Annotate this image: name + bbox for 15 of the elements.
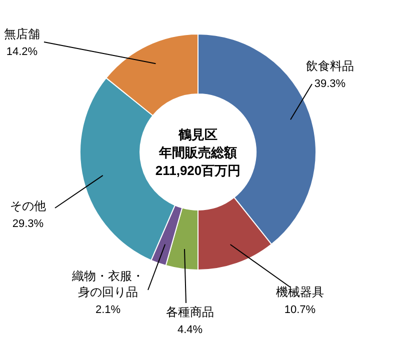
data-label: 10.7% — [284, 304, 316, 316]
text: 年間販売総額 — [158, 145, 237, 160]
slice-label: 飲食料品 — [306, 59, 354, 73]
text: 鶴見区 — [178, 127, 218, 142]
slice-label: 各種商品 — [166, 305, 214, 319]
slice-label: その他 — [10, 199, 46, 213]
data-label: 39.3% — [314, 78, 346, 90]
data-label: 14.2% — [6, 46, 38, 58]
data-label: 29.3% — [12, 218, 44, 230]
text: 211,920百万円 — [155, 163, 241, 178]
data-label: 2.1% — [95, 304, 121, 316]
data-label: 4.4% — [177, 324, 203, 336]
slice-label: 織物・衣服・身の回り品 — [71, 269, 144, 299]
slice-label: 無店舗 — [4, 27, 40, 41]
slice-label: 機械器具 — [276, 285, 324, 299]
